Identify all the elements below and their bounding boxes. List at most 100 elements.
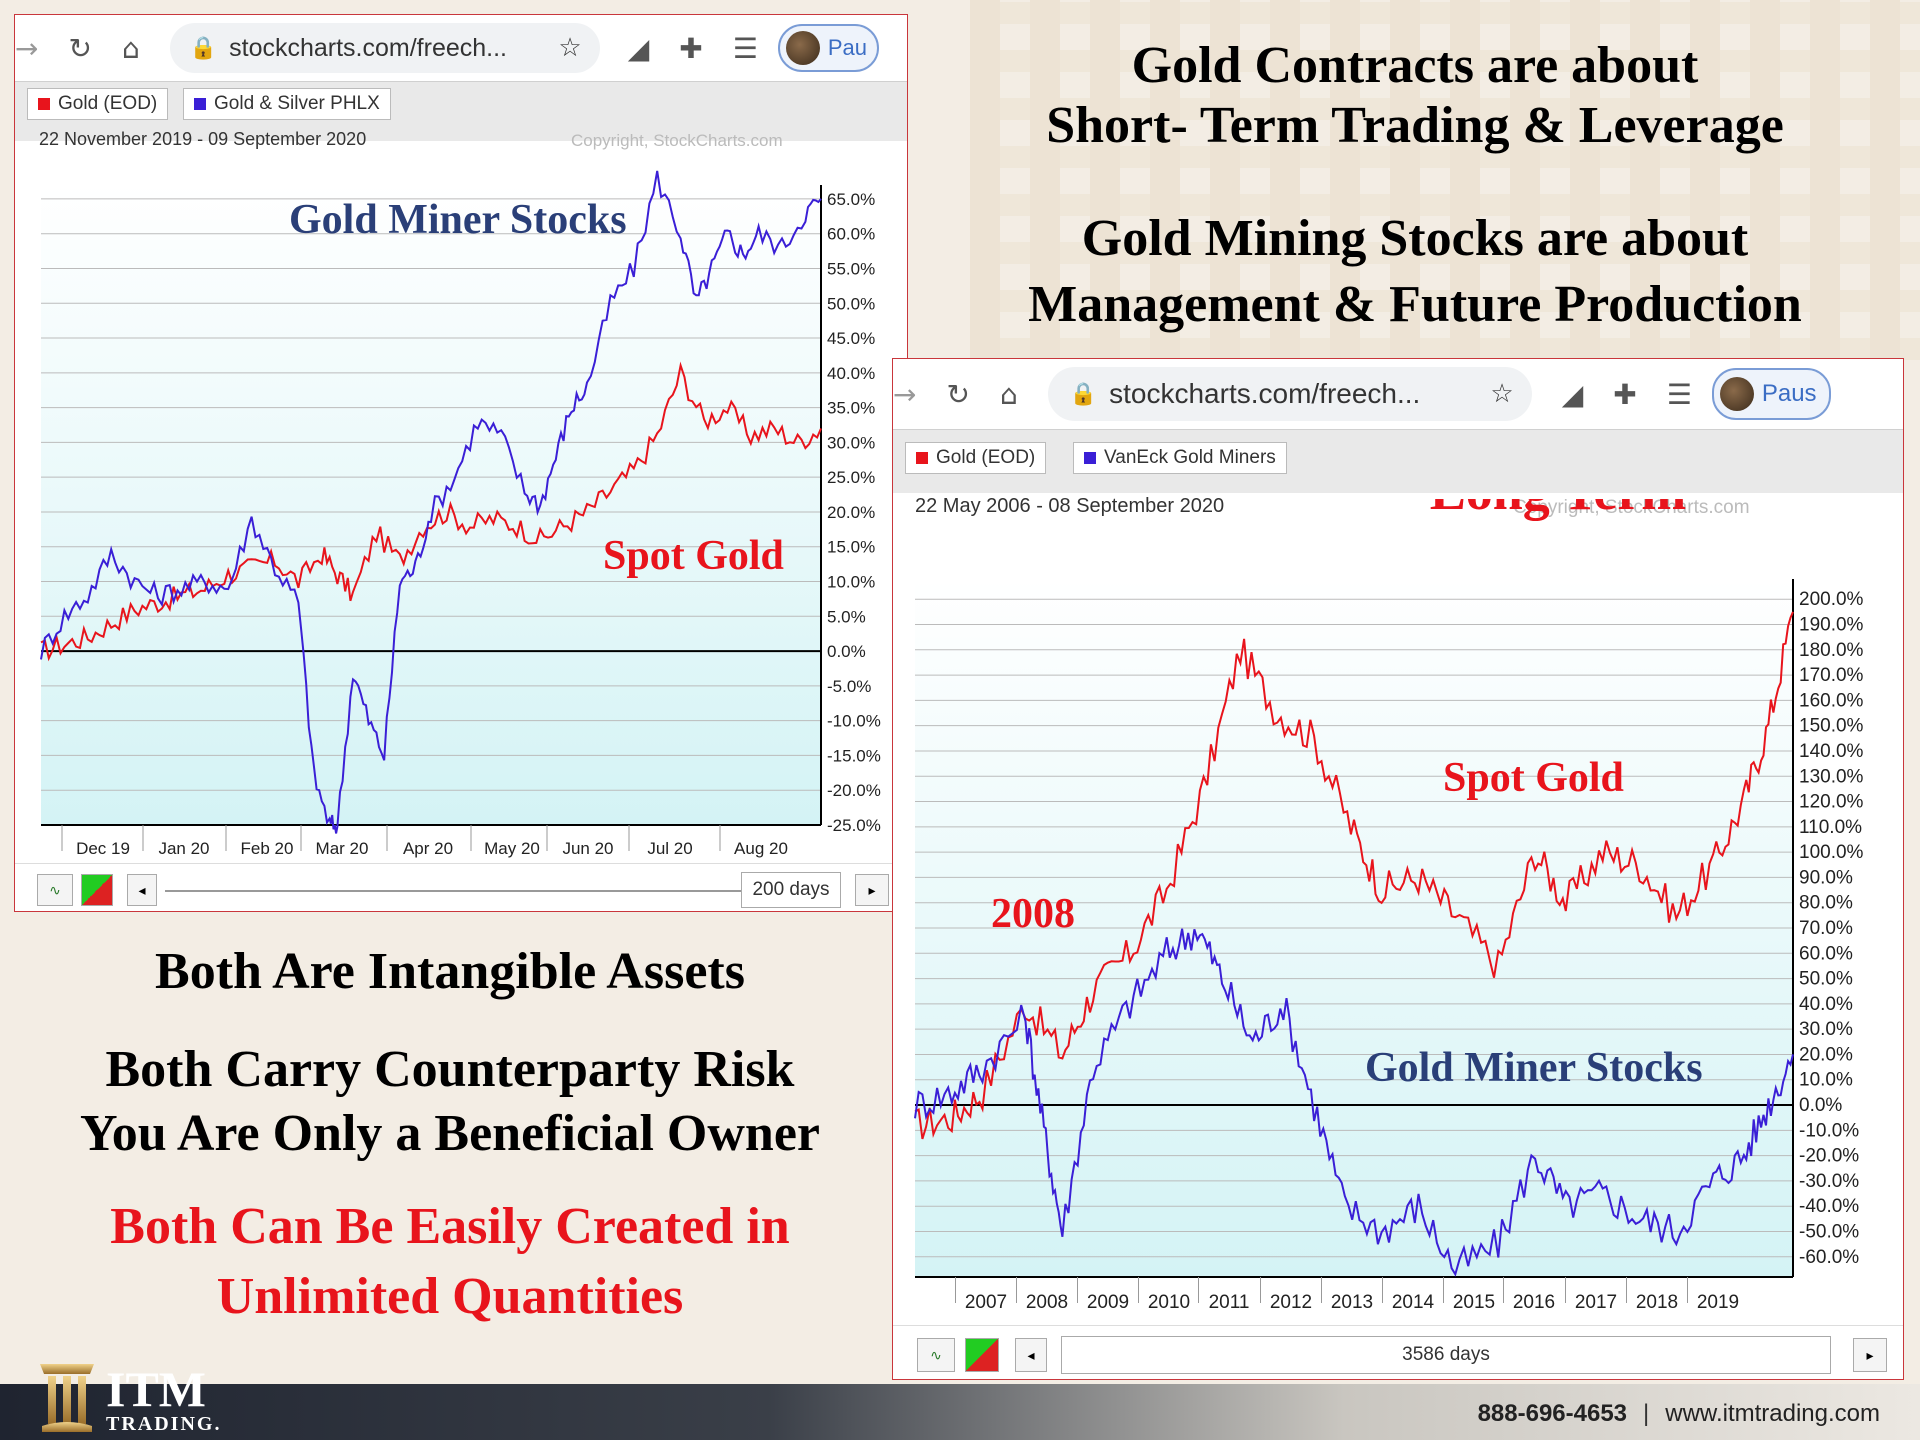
y-tick-label: -50.0% [1799,1221,1859,1242]
chart-bottom-bar: ∿ ◂ 3586 days ▸ [893,1325,1903,1379]
long-term-title: Long Term [1430,499,1687,521]
headline-mid: Gold Mining Stocks are about Management … [930,206,1900,338]
y-tick-label: 45.0% [827,329,875,348]
x-tick-label: Mar 20 [316,839,369,858]
y-tick-label: 60.0% [1799,943,1853,964]
y-tick-label: 150.0% [1799,716,1864,737]
x-tick-label: Aug 20 [734,839,788,858]
bullet-unlimited: Unlimited Quantities [216,1268,684,1325]
legend-gold[interactable]: Gold (EOD) [27,88,169,120]
x-tick-label: 2018 [1636,1292,1678,1309]
headline-mid-line1: Gold Mining Stocks are about [1081,210,1749,267]
x-tick-label: 2017 [1575,1292,1617,1309]
days-range[interactable]: 3586 days [1061,1336,1831,1374]
address-bar[interactable]: 🔒 stockcharts.com/freech... ☆ [1047,367,1532,421]
browser-toolbar: → ↻ ⌂ 🔒 stockcharts.com/freech... ☆ ◢ ✚ … [893,359,1903,429]
y-tick-label: 20.0% [827,503,875,522]
y-tick-label: 70.0% [1799,918,1853,939]
puzzle-icon[interactable]: ✚ [1613,377,1637,411]
chart-header: Gold (EOD) VanEck Gold Miners [893,429,1903,493]
reload-icon[interactable]: ↻ [946,377,970,411]
y-tick-label: 40.0% [1799,994,1853,1015]
y-tick-label: 55.0% [827,259,875,278]
url-text: stockcharts.com/freech... [229,33,507,62]
profile-button[interactable]: Pau [777,24,879,72]
x-tick-label: 2010 [1148,1292,1190,1309]
y-tick-label: -40.0% [1799,1196,1859,1217]
chart-style-icon[interactable] [965,1338,999,1372]
reload-icon[interactable]: ↻ [68,31,92,65]
scroll-right-button[interactable]: ▸ [855,874,889,906]
phone-number[interactable]: 888-696-4653 [1477,1400,1628,1427]
y-tick-label: 200.0% [1799,589,1864,610]
y-tick-label: -20.0% [827,781,881,800]
y-tick-label: 10.0% [827,573,875,592]
y-tick-label: 50.0% [827,294,875,313]
website-link[interactable]: www.itmtrading.com [1665,1400,1880,1427]
scroll-left-button[interactable]: ◂ [1015,1338,1047,1372]
home-icon[interactable]: ⌂ [121,31,140,65]
playlist-icon[interactable]: ☰ [1666,377,1692,411]
legend-phlx[interactable]: Gold & Silver PHLX [183,88,391,120]
y-tick-label: -60.0% [1799,1247,1859,1268]
browser-long-term: → ↻ ⌂ 🔒 stockcharts.com/freech... ☆ ◢ ✚ … [892,358,1904,1380]
star-icon[interactable]: ☆ [1490,379,1514,409]
scroll-right-button[interactable]: ▸ [1853,1338,1887,1372]
x-tick-label: 2016 [1513,1292,1555,1309]
annotation-gold-miner-stocks: Gold Miner Stocks [289,197,627,243]
y-tick-label: 160.0% [1799,690,1864,711]
background-pattern [970,0,1920,360]
scroll-track[interactable] [165,890,743,892]
back-arrow-icon[interactable]: → [15,31,39,65]
legend-gold[interactable]: Gold (EOD) [905,442,1047,474]
profile-name: Paus [1761,380,1817,407]
series-line-gold [40,361,822,662]
x-tick-label: Jul 20 [647,839,692,858]
x-tick-label: 2009 [1087,1292,1129,1309]
home-icon[interactable]: ⌂ [999,377,1018,411]
y-tick-label: 10.0% [1799,1070,1853,1091]
y-tick-label: 140.0% [1799,741,1864,762]
days-range[interactable]: 200 days [741,872,841,908]
puzzle-icon[interactable]: ✚ [679,31,703,65]
footer-bar [0,1384,1920,1440]
headline-top: Gold Contracts are about Short- Term Tra… [930,36,1900,156]
chart-icon[interactable]: ◢ [1561,377,1584,411]
itm-logo: ITM TRADING. [36,1356,221,1434]
series-line-miners [914,928,1794,1277]
chart-icon[interactable]: ◢ [627,31,650,65]
y-tick-label: 60.0% [827,225,875,244]
y-tick-label: 30.0% [1799,1019,1853,1040]
x-tick-label: Dec 19 [76,839,130,858]
chart-style-icon[interactable] [81,874,113,906]
back-arrow-icon[interactable]: → [893,377,917,411]
y-tick-label: -10.0% [827,712,881,731]
bullet-counterparty: Both Carry Counterparty Risk [105,1041,795,1098]
playlist-icon[interactable]: ☰ [732,31,758,65]
x-tick-label: Feb 20 [241,839,294,858]
address-bar[interactable]: 🔒 stockcharts.com/freech... ☆ [169,23,600,73]
legend-gdx[interactable]: VanEck Gold Miners [1073,442,1287,474]
y-tick-label: 25.0% [827,468,875,487]
y-tick-label: 15.0% [827,538,875,557]
scroll-left-button[interactable]: ◂ [127,874,157,906]
chart-date-range: 22 May 2006 - 08 September 2020 [915,495,1225,517]
y-tick-label: 170.0% [1799,665,1864,686]
x-tick-label: Jan 20 [158,839,209,858]
star-icon[interactable]: ☆ [558,33,582,63]
y-tick-label: 50.0% [1799,969,1853,990]
y-tick-label: 20.0% [1799,1044,1853,1065]
x-tick-label: Apr 20 [403,839,453,858]
chart-type-icon[interactable]: ∿ [917,1338,955,1372]
legend-swatch-red [38,98,50,110]
x-tick-label: 2008 [1026,1292,1068,1309]
lock-icon: 🔒 [1069,381,1098,407]
y-tick-label: 0.0% [827,642,866,661]
annotation-gold-miner-stocks: Gold Miner Stocks [1365,1045,1703,1091]
y-tick-label: 80.0% [1799,893,1853,914]
chart-header: Gold (EOD) Gold & Silver PHLX [15,81,907,141]
profile-button[interactable]: Paus [1711,368,1831,420]
chart-type-icon[interactable]: ∿ [37,874,73,906]
annotation-2008: 2008 [991,891,1075,937]
contact-separator: | [1643,1400,1650,1427]
